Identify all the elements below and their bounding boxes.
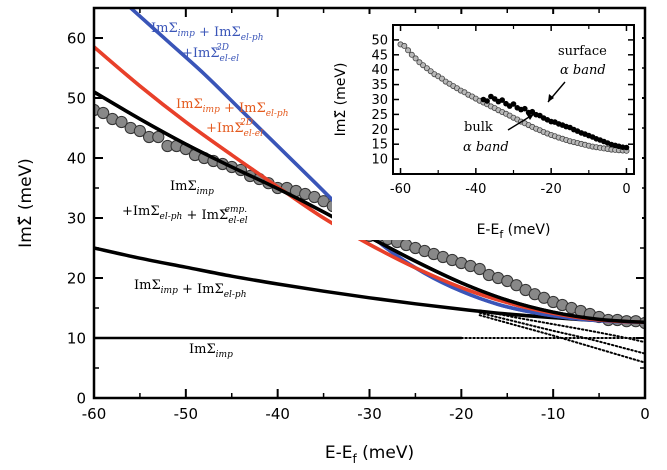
main-y-axis-title: ImΣ̃ (meV)	[16, 158, 36, 248]
x-tick-label: -60	[82, 405, 107, 423]
series-line-dotted_1	[478, 309, 645, 344]
inset-bulk-point	[412, 55, 419, 62]
inset-bulk-point	[405, 47, 412, 54]
inset-background	[332, 14, 642, 240]
label-imp: ImΣimp	[189, 342, 233, 360]
y-tick-label: 20	[67, 270, 86, 288]
data-point	[133, 124, 146, 138]
inset-arrowhead-surface	[548, 94, 554, 102]
inset-y-tick-label: 15	[371, 138, 388, 153]
main-curve-labels: ImΣimp ImΣimp + ImΣel-ph ImΣimp +ImΣel-ph +…	[122, 21, 289, 360]
inset-x-tick-label: -60	[390, 182, 411, 197]
y-tick-label: 40	[67, 150, 86, 168]
inset-label-surface-2: α band	[560, 63, 606, 78]
inset-surface-point	[529, 108, 536, 115]
inset-data-points	[397, 41, 630, 154]
inset-y-tick-label: 25	[371, 108, 388, 123]
y-tick-label: 60	[67, 30, 86, 48]
series-line-dotted_2	[478, 311, 645, 355]
inset-y-axis-title: ImΣ̃ (meV)	[333, 63, 349, 137]
y-tick-label: 10	[67, 330, 86, 348]
inset-y-tick-label: 30	[371, 93, 388, 108]
data-point	[152, 130, 165, 144]
inset-surface-point	[484, 98, 490, 104]
label-blue3d-line2: +ImΣel-el3D	[182, 43, 239, 64]
label-emp-line1: ImΣimp	[170, 179, 214, 197]
inset-surface-point	[522, 105, 528, 112]
inset-surface-point	[499, 97, 506, 103]
inset-y-tick-label: 40	[371, 63, 388, 78]
inset-labels: surface α band bulk α band	[463, 44, 607, 155]
inset-bulk-point	[423, 65, 430, 72]
data-point	[97, 106, 110, 120]
inset-label-bulk-2: α band	[463, 140, 509, 155]
x-tick-label: -20	[449, 405, 474, 423]
inset-x-tick-label: -20	[541, 182, 562, 197]
series-line-blue3d-front	[128, 8, 645, 325]
inset-y-tick-label: 10	[371, 153, 388, 168]
inset-y-tick-label: 20	[371, 123, 388, 138]
inset-bulk-point	[408, 51, 415, 58]
inset-arrowhead-bulk	[527, 114, 534, 120]
inset-x-axis-title: E-Ef (meV)	[477, 222, 551, 241]
x-tick-label: -50	[174, 405, 199, 423]
y-tick-label: 30	[67, 210, 86, 228]
data-point	[473, 262, 486, 276]
main-plot: -60 -50 -40 -30 -20 -10 0 0 10 20 30 40 50 60 ImΣ̃ (m…	[16, 6, 650, 466]
inset-surface-point	[510, 101, 517, 107]
y-tick-label: 0	[76, 390, 86, 408]
data-point	[115, 115, 128, 129]
inset-label-bulk-1: bulk	[464, 120, 493, 135]
label-red2d-line2: +ImΣel-el2D	[206, 118, 263, 139]
inset-surface-point	[623, 144, 630, 151]
main-axis-ticks: -60 -50 -40 -30 -20 -10 0 0 10 20 30 40 50 60	[67, 8, 650, 423]
inset-x-tick-label: -40	[465, 182, 486, 197]
inset-label-surface-1: surface	[558, 44, 607, 59]
label-emp-line2: +ImΣel-ph + ImΣel-elemp.	[122, 204, 248, 226]
label-blue3d-line1: ImΣimp + ImΣel-ph	[151, 21, 264, 43]
series-line-dotted_3	[478, 314, 645, 364]
x-tick-label: 0	[640, 405, 650, 423]
main-x-axis-title: E-Ef (meV)	[325, 443, 414, 466]
inset-y-tick-label: 35	[371, 78, 388, 93]
x-tick-label: -10	[541, 405, 566, 423]
inset-y-tick-label: 50	[371, 33, 388, 48]
label-red2d-line1: ImΣimp + ImΣel-ph	[176, 97, 289, 119]
inset-bulk-point	[420, 62, 427, 69]
label-imp-ph: ImΣimp + ImΣel-ph	[134, 278, 247, 300]
x-tick-label: -30	[357, 405, 382, 423]
inset-y-tick-label: 45	[371, 48, 388, 63]
inset-x-tick-label: 0	[622, 182, 630, 197]
y-tick-label: 50	[67, 90, 86, 108]
main-data-points	[94, 8, 645, 330]
x-tick-label: -40	[265, 405, 290, 423]
inset-bulk-point	[401, 42, 408, 49]
